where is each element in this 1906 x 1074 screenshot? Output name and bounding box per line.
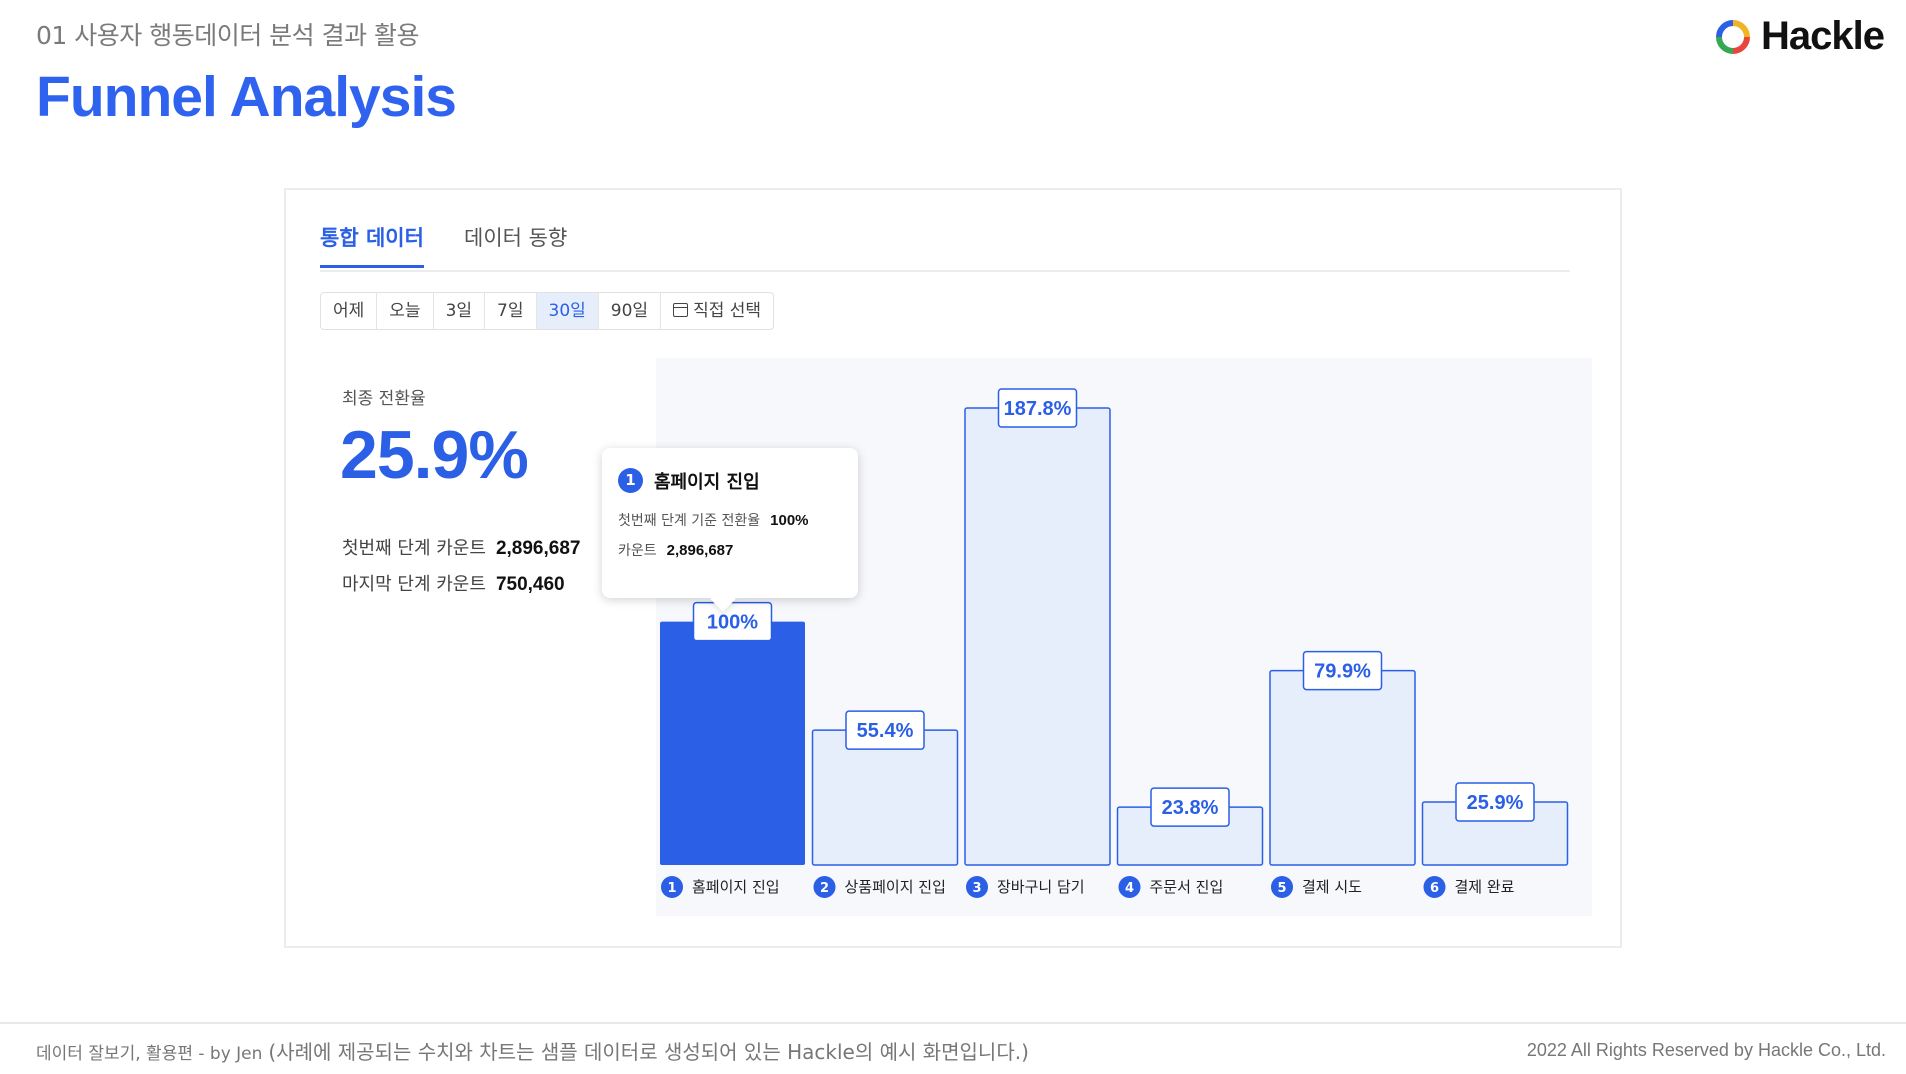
- tab-data-trend[interactable]: 데이터 동향: [464, 226, 568, 250]
- footer-copyright: 2022 All Rights Reserved by Hackle Co., …: [1526, 1040, 1886, 1060]
- last-step-count: 마지막 단계 카운트 750,460: [342, 570, 565, 596]
- funnel-bar-3[interactable]: [964, 407, 1111, 866]
- tooltip-count-label: 카운트: [618, 543, 657, 559]
- step-label-2: 상품페이지 진입: [845, 878, 946, 896]
- range-yesterday-button[interactable]: 어제: [321, 293, 378, 329]
- bar-value-label-box-4: [1150, 787, 1230, 827]
- section-label: 01 사용자 행동데이터 분석 결과 활용: [36, 21, 420, 50]
- tooltip-rate-row: 첫번째 단계 기준 전환율 100%: [618, 510, 809, 530]
- bar-value-label-box-5: [1302, 650, 1383, 691]
- last-step-count-label: 마지막 단계 카운트: [342, 574, 486, 595]
- tooltip-count-row: 카운트 2,896,687: [618, 540, 733, 560]
- step-number-badge-6: [1423, 876, 1446, 898]
- range-90days-button[interactable]: 90일: [599, 293, 662, 329]
- range-30days-button[interactable]: 30일: [536, 293, 599, 329]
- funnel-chart-svg: 100% 1 홈페이지 진입 55.4% 2 상품페이지 진입 187.8% 3 장바구니 담기…: [660, 388, 1569, 898]
- brand-logo: Hackle: [1715, 14, 1885, 59]
- page-title: Funnel Analysis: [36, 65, 457, 129]
- tooltip-title: 홈페이지 진입: [654, 472, 760, 493]
- bar-value-label-box-1: [692, 601, 773, 642]
- step-tooltip: 1 홈페이지 진입 첫번째 단계 기준 전환율 100% 카운트 2,896,687: [602, 448, 858, 598]
- calendar-icon: [673, 303, 689, 317]
- tooltip-rate-label: 첫번째 단계 기준 전환율: [618, 513, 761, 529]
- step-number-badge-2: [813, 876, 836, 898]
- footer-left: 데이터 잘보기, 활용편 - by Jen (사례에 제공되는 수치와 차트는 샘…: [36, 1036, 1029, 1065]
- range-3days-button[interactable]: 3일: [434, 293, 486, 329]
- first-step-count-label: 첫번째 단계 카운트: [342, 538, 486, 559]
- tab-bar: 통합 데이터 데이터 동향: [320, 222, 1570, 272]
- funnel-panel: 통합 데이터 데이터 동향 어제 오늘 3일 7일 30일 90일 직접 선택 …: [284, 188, 1622, 948]
- step-number-1: 1: [667, 881, 676, 896]
- step-number-badge-4: [1118, 876, 1141, 898]
- funnel-bar-1[interactable]: [660, 621, 805, 865]
- tab-integrated-data[interactable]: 통합 데이터: [320, 222, 424, 268]
- step-number-2: 2: [820, 881, 829, 896]
- tooltip-count-value: 2,896,687: [666, 542, 734, 559]
- step-label-4: 주문서 진입: [1150, 878, 1224, 896]
- step-number-badge-1: [661, 876, 683, 898]
- step-label-5: 결제 시도: [1302, 878, 1362, 896]
- tooltip-step-number: 1: [618, 468, 643, 493]
- first-step-count: 첫번째 단계 카운트 2,896,687: [342, 534, 580, 560]
- step-number-badge-3: [966, 876, 988, 898]
- step-label-6: 결제 완료: [1455, 878, 1515, 896]
- tooltip-rate-value: 100%: [770, 512, 809, 529]
- bar-value-label-5: 79.9%: [1314, 661, 1371, 683]
- step-number-5: 5: [1277, 881, 1286, 896]
- bar-value-label-3: 187.8%: [1004, 398, 1072, 420]
- final-conversion-value: 25.9%: [340, 417, 529, 493]
- step-label-1: 홈페이지 진입: [692, 878, 780, 896]
- last-step-count-value: 750,460: [495, 574, 565, 595]
- hackle-logo-icon: [1716, 19, 1751, 54]
- bar-value-label-box-6: [1455, 782, 1535, 822]
- step-number-6: 6: [1430, 881, 1439, 896]
- brand-name: Hackle: [1761, 14, 1885, 58]
- step-number-badge-5: [1271, 876, 1293, 898]
- step-number-4: 4: [1125, 881, 1134, 896]
- footer-note: (사례에 제공되는 수치와 차트는 샘플 데이터로 생성되어 있는 Hackle…: [268, 1040, 1029, 1064]
- funnel-bar-2[interactable]: [811, 729, 959, 866]
- final-conversion-label: 최종 전환율: [342, 389, 426, 409]
- range-custom-button[interactable]: 직접 선택: [661, 293, 773, 329]
- date-range-selector: 어제 오늘 3일 7일 30일 90일 직접 선택: [320, 292, 775, 330]
- bar-value-label-4: 23.8%: [1162, 797, 1219, 819]
- bar-value-label-2: 55.4%: [857, 720, 914, 742]
- footer: 데이터 잘보기, 활용편 - by Jen (사례에 제공되는 수치와 차트는 샘…: [0, 1022, 1906, 1074]
- funnel-chart: 100% 1 홈페이지 진입 55.4% 2 상품페이지 진입 187.8% 3 장바구니 담기…: [656, 358, 1592, 916]
- footer-credit: 데이터 잘보기, 활용편 - by Jen: [36, 1044, 263, 1064]
- funnel-bar-5[interactable]: [1269, 669, 1416, 866]
- range-today-button[interactable]: 오늘: [377, 293, 434, 329]
- step-number-3: 3: [972, 881, 981, 896]
- range-custom-label: 직접 선택: [693, 301, 762, 321]
- bar-value-label-box-2: [845, 710, 925, 750]
- bar-value-label-6: 25.9%: [1467, 792, 1524, 814]
- first-step-count-value: 2,896,687: [495, 538, 581, 559]
- step-label-3: 장바구니 담기: [997, 878, 1085, 896]
- bar-value-label-box-3: [997, 388, 1078, 428]
- range-7days-button[interactable]: 7일: [485, 293, 537, 329]
- bar-value-label-1: 100%: [707, 612, 758, 634]
